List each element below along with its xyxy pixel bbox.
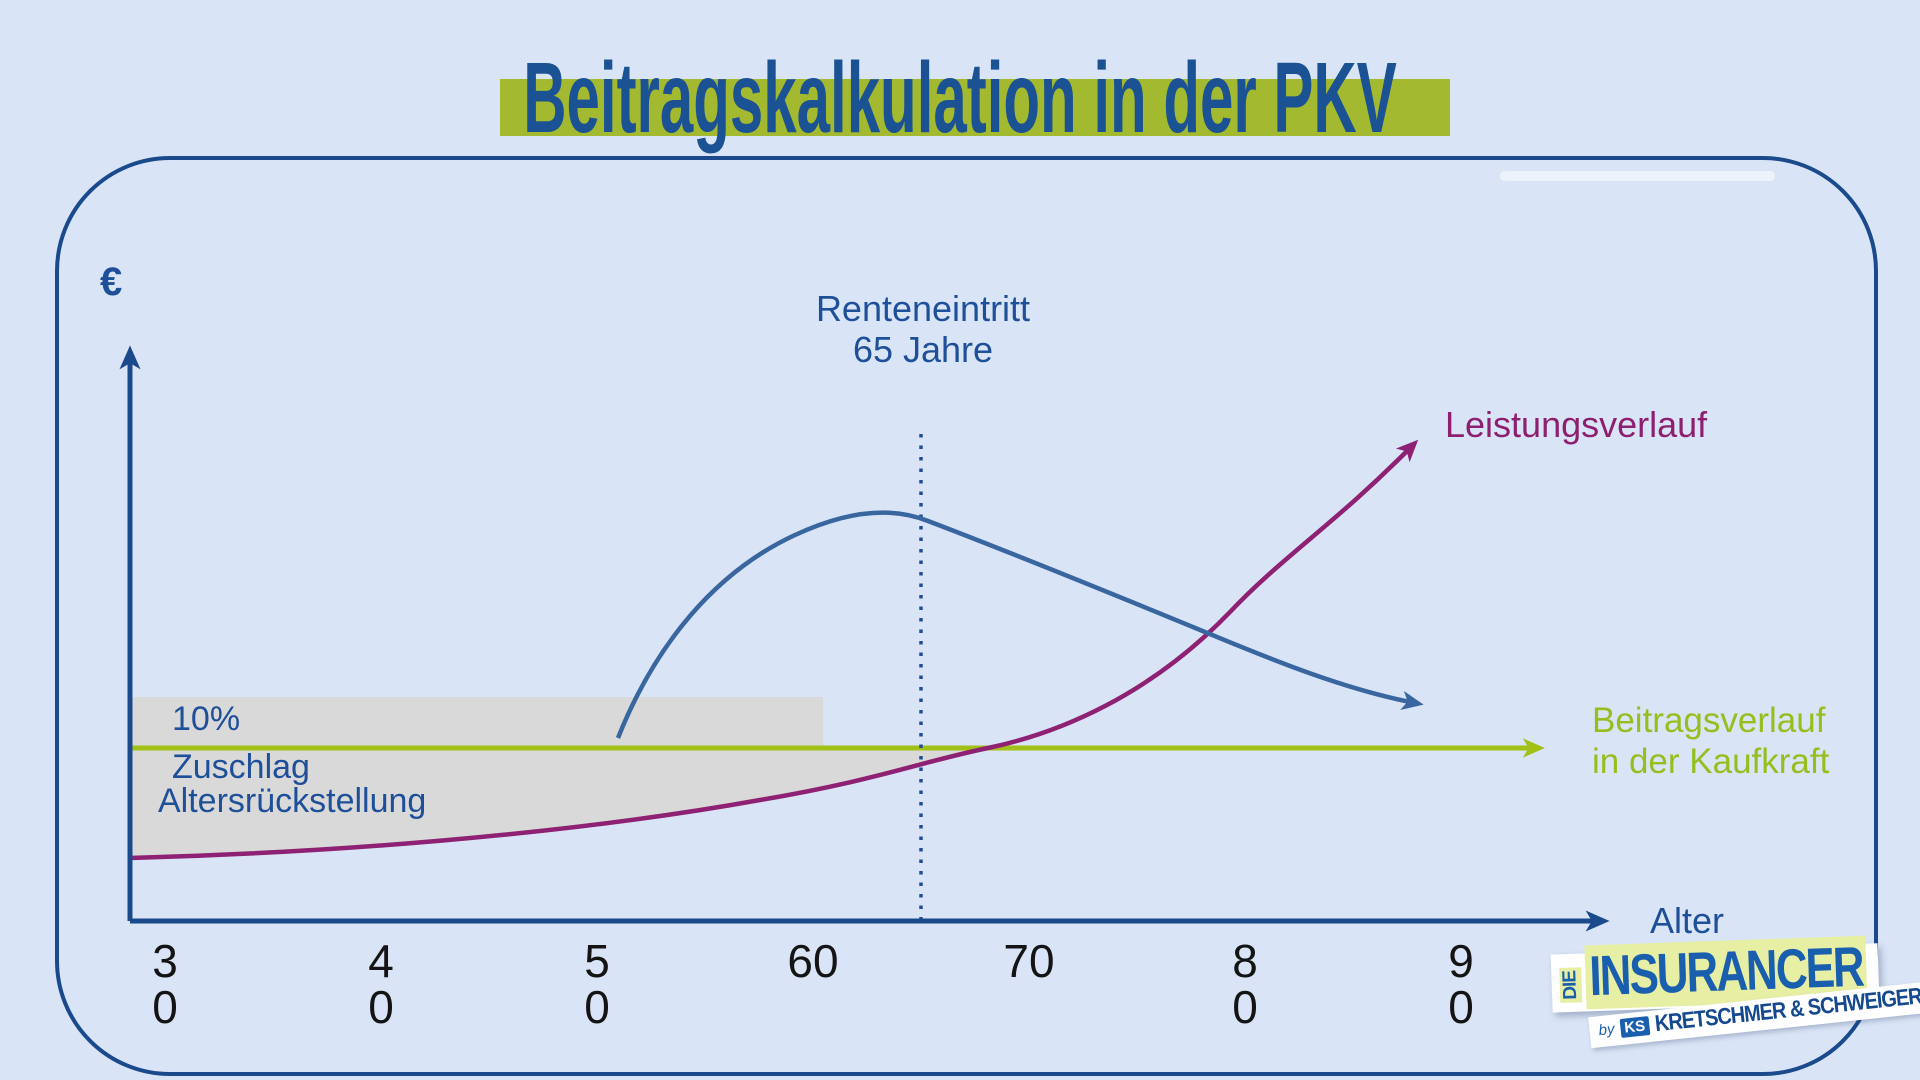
beitrag-label-line1: Beitragsverlauf: [1592, 701, 1826, 740]
page-title: Beitragskalkulation in der PKV: [523, 42, 1397, 154]
surcharge-percent-label: 10%: [172, 700, 241, 738]
retirement-line2: 65 Jahre: [852, 329, 994, 370]
insurancer-logo: DIE INSURANCER by KS KRETSCHMER & SCHWEI…: [1550, 935, 1920, 1049]
x-axis-label: Alter: [1650, 900, 1725, 941]
white-smudge: [1500, 171, 1775, 181]
surcharge-label-line3: Altersrückstellung: [158, 782, 427, 820]
retirement-line1: Renteneintritt: [815, 288, 1031, 329]
reserve-curve: [615, 510, 1424, 739]
x-tick-60: 60: [787, 935, 839, 987]
logo-by-text: by: [1597, 1020, 1616, 1040]
y-axis-label: €: [100, 260, 123, 304]
beitrag-label-line2: in der Kaufkraft: [1592, 742, 1830, 781]
leistung-series-label: Leistungsverlauf: [1445, 404, 1708, 445]
x-tick-70: 70: [1003, 935, 1055, 987]
surcharge-area: [130, 697, 988, 858]
chart-frame: [55, 156, 1878, 1076]
logo-die-text: DIE: [1559, 967, 1583, 1003]
beitrag-series-label: Beitragsverlauf in der Kaufkraft: [1592, 700, 1829, 782]
surcharge-label-line2: Zuschlag: [172, 748, 310, 786]
leistung-curve: [129, 439, 1419, 861]
retirement-annotation: Renteneintritt 65 Jahre: [768, 288, 1078, 370]
title-highlight-bar: [500, 79, 1450, 136]
title-row: Beitragskalkulation in der PKV: [0, 42, 1920, 154]
logo-ks-badge: KS: [1619, 1016, 1651, 1038]
